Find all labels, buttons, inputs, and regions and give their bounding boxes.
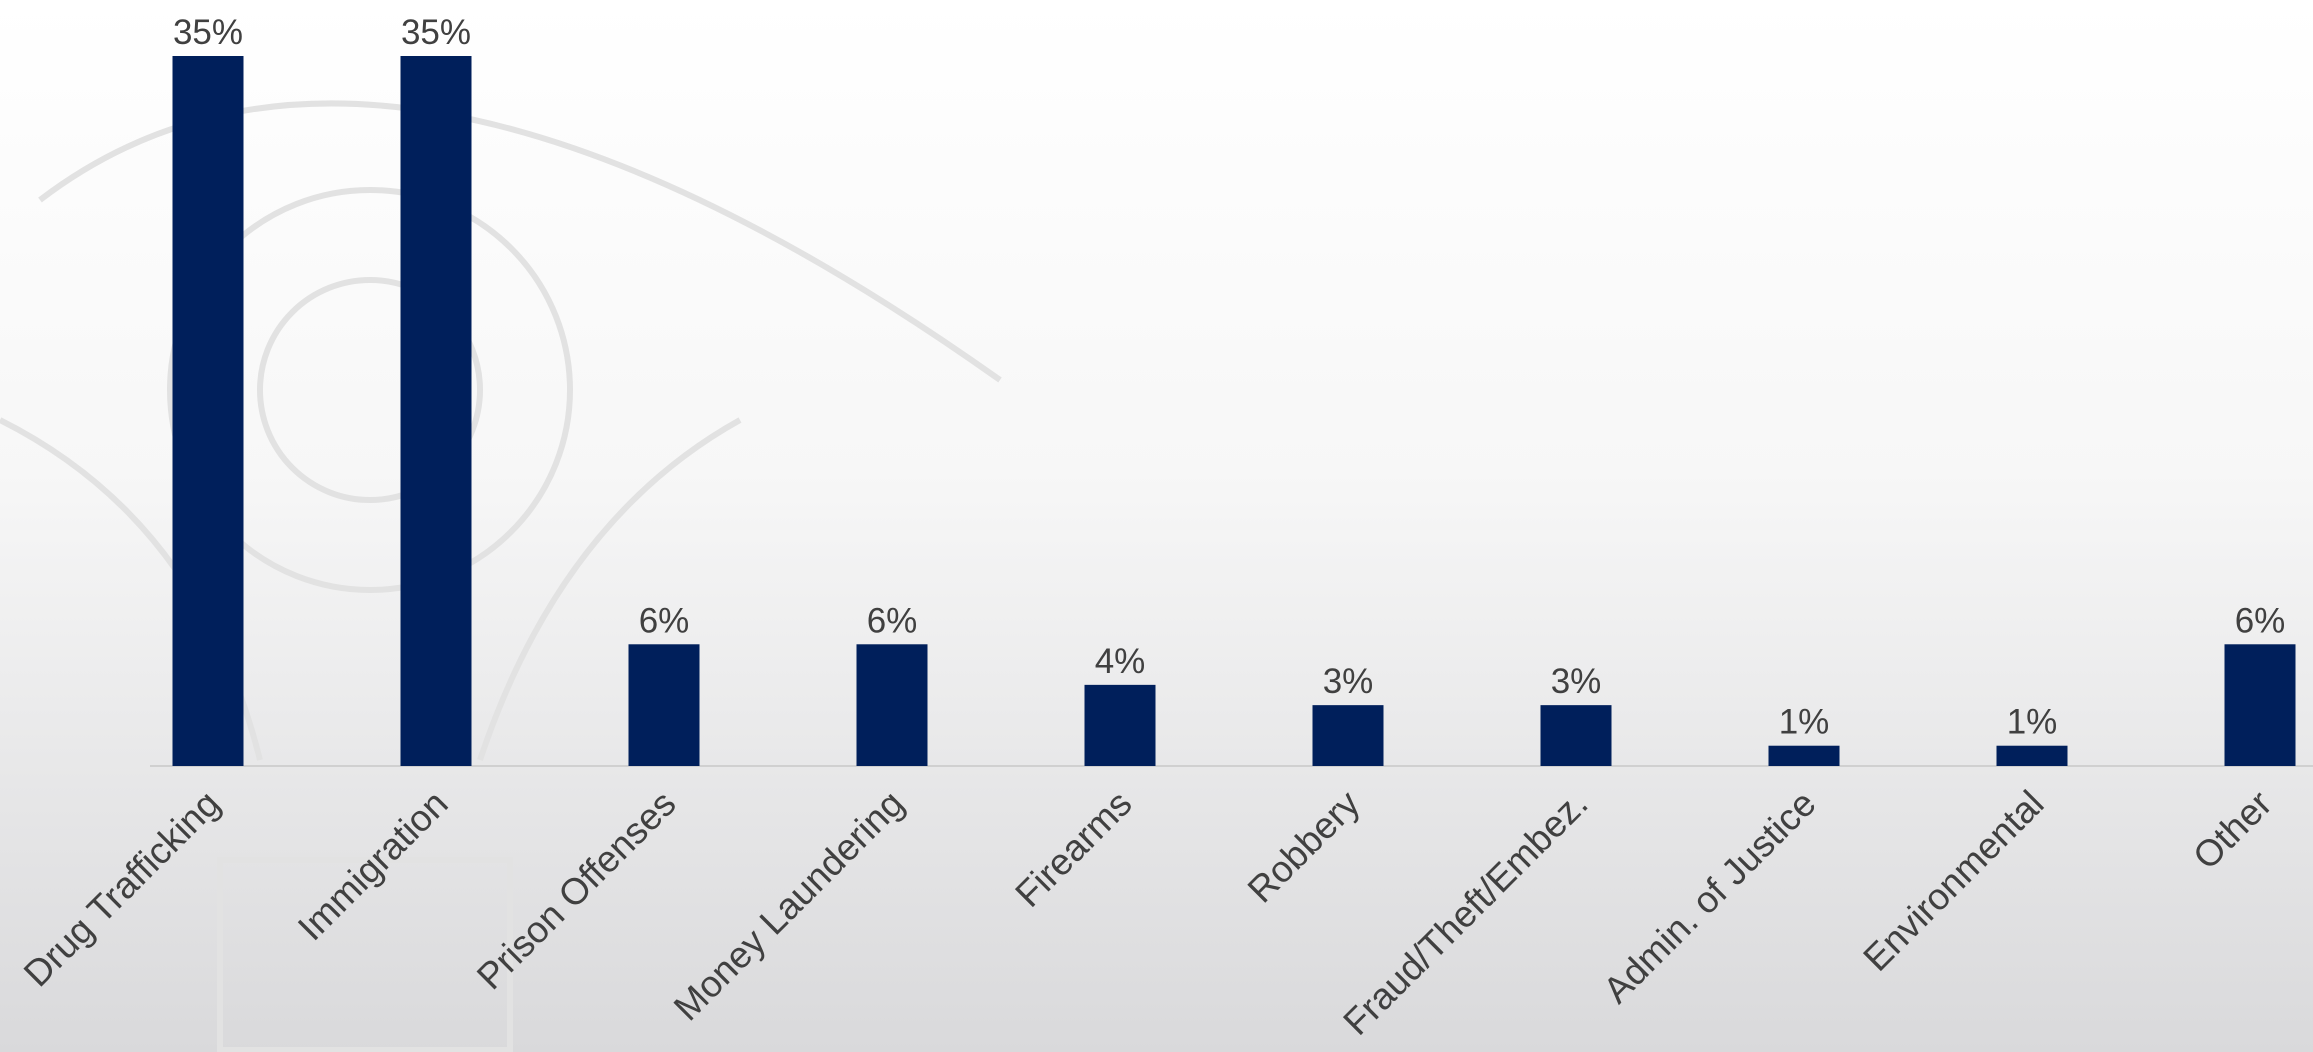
value-label: 6% bbox=[2235, 601, 2286, 640]
value-label: 3% bbox=[1551, 662, 1602, 701]
value-label: 1% bbox=[1779, 703, 1830, 742]
bar bbox=[1540, 705, 1612, 766]
value-label: 6% bbox=[867, 601, 918, 640]
bar bbox=[1084, 684, 1156, 766]
bar bbox=[400, 56, 472, 766]
value-label: 4% bbox=[1095, 642, 1146, 681]
value-label: 1% bbox=[2007, 703, 2058, 742]
value-label: 35% bbox=[401, 13, 471, 52]
value-label: 3% bbox=[1323, 662, 1374, 701]
bar bbox=[1312, 705, 1384, 766]
bar bbox=[1996, 745, 2068, 766]
bar bbox=[172, 56, 244, 766]
value-label: 6% bbox=[639, 601, 690, 640]
bar bbox=[1768, 745, 1840, 766]
bar bbox=[628, 644, 700, 766]
value-label: 35% bbox=[173, 13, 243, 52]
watermark-seal bbox=[0, 100, 1002, 1052]
bar bbox=[2224, 644, 2296, 766]
bar bbox=[856, 644, 928, 766]
